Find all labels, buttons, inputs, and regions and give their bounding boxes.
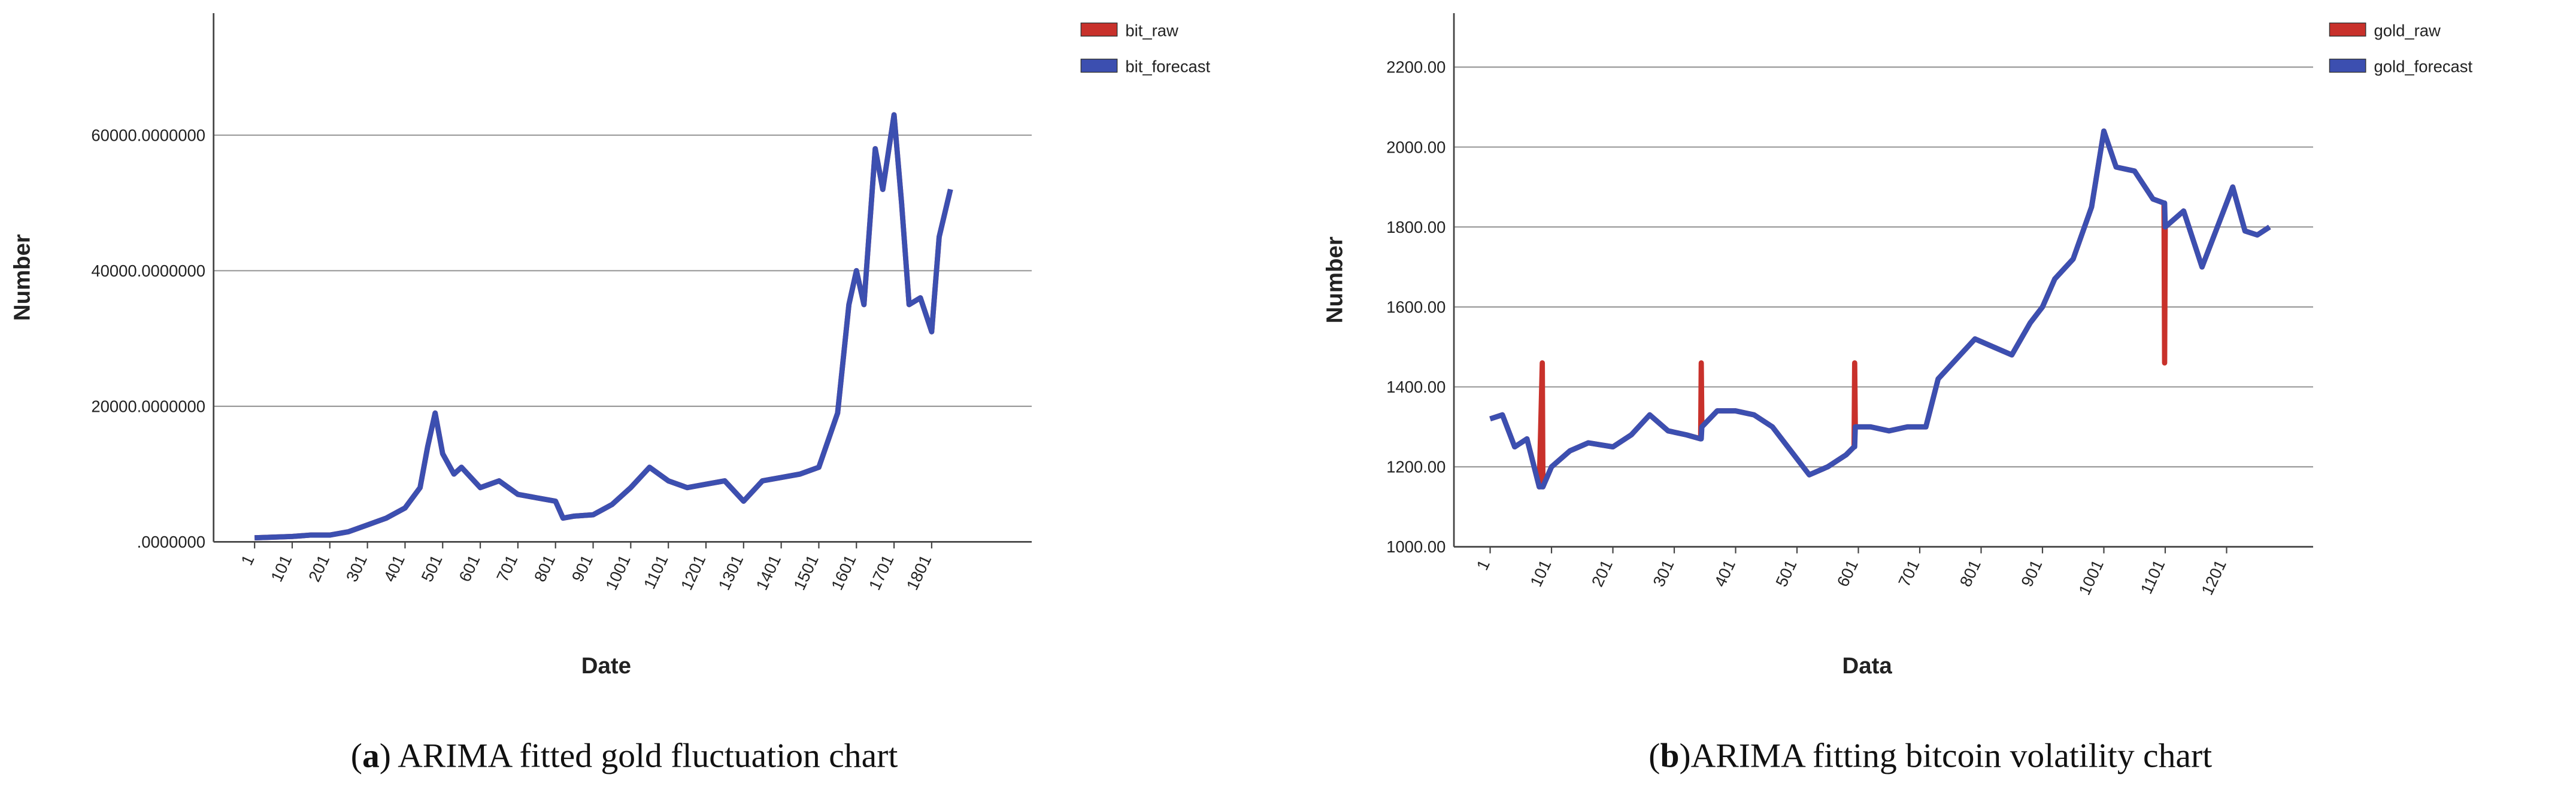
- x-tick-label: 901: [568, 552, 596, 585]
- caption-text: )ARIMA fitting bitcoin volatility chart: [1680, 737, 2213, 774]
- caption: (b)ARIMA fitting bitcoin volatility char…: [1648, 737, 2212, 774]
- series-line: [1489, 128, 2271, 490]
- x-tick-label: 1101: [640, 552, 672, 592]
- legend-swatch: [1080, 59, 1118, 73]
- x-tick-label: 301: [1649, 557, 1677, 590]
- caption-open: (: [351, 737, 362, 774]
- legend-swatch: [1080, 22, 1118, 37]
- y-axis-title: Number: [9, 234, 35, 321]
- legend-swatch: [2329, 59, 2366, 73]
- x-tick-label: 501: [417, 552, 446, 585]
- x-tick-label: 1301: [714, 552, 747, 592]
- x-tick-label: 801: [1956, 557, 1984, 590]
- legend-label: gold_raw: [2374, 21, 2441, 39]
- x-tick-label: 101: [267, 552, 295, 585]
- x-tick-label: 1401: [752, 552, 784, 592]
- series-line: [1489, 128, 2271, 490]
- y-tick-label: 2000.00: [1386, 138, 1445, 156]
- x-tick-label: 1201: [2198, 557, 2230, 597]
- x-tick-label: 701: [1895, 557, 1923, 590]
- caption-label: b: [1660, 737, 1679, 774]
- x-tick-label: 201: [305, 552, 333, 585]
- caption: (a) ARIMA fitted gold fluctuation chart: [351, 737, 898, 774]
- x-tick-label: 501: [1772, 557, 1800, 590]
- x-tick-label: 1801: [902, 552, 935, 592]
- x-tick-label: 601: [1833, 557, 1862, 590]
- x-tick-label: 601: [455, 552, 483, 585]
- y-axis-title: Number: [1322, 236, 1348, 323]
- caption-text: ) ARIMA fitted gold fluctuation chart: [380, 737, 898, 774]
- y-tick-label: 40000.0000000: [91, 262, 205, 280]
- x-tick-label: 901: [2017, 557, 2045, 590]
- y-tick-label: .0000000: [137, 533, 205, 551]
- x-tick-label: 701: [493, 552, 521, 585]
- y-tick-label: 20000.0000000: [91, 397, 205, 415]
- caption-open: (: [1648, 737, 1660, 774]
- x-tick-label: 801: [531, 552, 559, 585]
- x-tick-label: 301: [343, 552, 371, 585]
- x-tick-label: 201: [1588, 557, 1616, 590]
- x-tick-label: 1001: [2075, 557, 2107, 597]
- y-tick-label: 1800.00: [1386, 218, 1445, 236]
- x-tick-label: 1601: [828, 552, 860, 592]
- x-tick-label: 1501: [790, 552, 822, 592]
- legend-label: bit_raw: [1125, 21, 1178, 39]
- caption-label: a: [362, 737, 380, 774]
- x-tick-label: 1201: [677, 552, 710, 592]
- x-tick-label: 101: [1526, 557, 1554, 590]
- y-tick-label: 60000.0000000: [91, 126, 205, 144]
- y-tick-label: 1400.00: [1386, 378, 1445, 396]
- x-axis-title: Data: [1842, 653, 1892, 679]
- x-tick-label: 1701: [865, 552, 898, 592]
- legend-swatch: [2329, 22, 2366, 37]
- x-tick-label: 401: [380, 552, 408, 585]
- x-tick-label: 1: [237, 552, 258, 568]
- legend-label: bit_forecast: [1125, 57, 1210, 76]
- y-tick-label: 1600.00: [1386, 297, 1445, 316]
- legend-label: gold_forecast: [2374, 57, 2473, 76]
- series-line: [254, 112, 953, 540]
- x-tick-label: 1001: [602, 552, 634, 592]
- y-tick-label: 1200.00: [1386, 458, 1445, 476]
- x-tick-label: 401: [1711, 557, 1739, 590]
- x-tick-label: 1101: [2136, 557, 2168, 597]
- x-tick-label: 1: [1472, 557, 1493, 573]
- y-tick-label: 1000.00: [1386, 537, 1445, 556]
- y-tick-label: 2200.00: [1386, 58, 1445, 77]
- x-axis-title: Date: [581, 653, 631, 679]
